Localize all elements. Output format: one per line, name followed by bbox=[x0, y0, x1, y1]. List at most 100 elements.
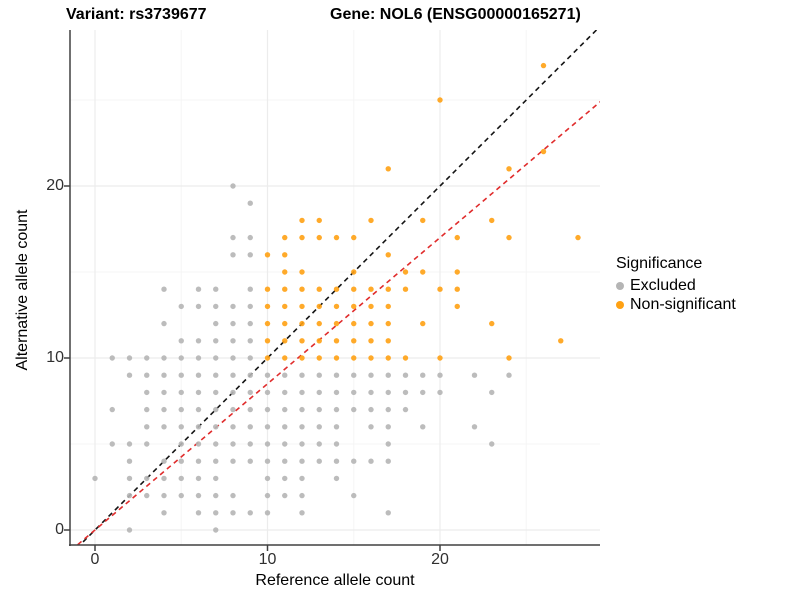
data-point-excluded bbox=[264, 492, 271, 499]
data-point-non-significant bbox=[540, 62, 547, 69]
data-point-excluded bbox=[230, 389, 236, 396]
data-point-excluded bbox=[126, 475, 133, 482]
data-point-excluded bbox=[144, 441, 150, 447]
data-point-non-significant bbox=[299, 269, 305, 275]
data-point-excluded bbox=[161, 286, 167, 292]
data-point-non-significant bbox=[264, 303, 271, 310]
data-point-non-significant bbox=[368, 338, 374, 344]
data-point-excluded bbox=[230, 372, 236, 378]
data-point-excluded bbox=[282, 458, 288, 464]
data-point-non-significant bbox=[454, 269, 460, 275]
data-point-excluded bbox=[247, 200, 253, 206]
data-point-excluded bbox=[333, 406, 340, 413]
x-tick-label: 10 bbox=[258, 551, 277, 568]
data-point-excluded bbox=[161, 389, 167, 396]
data-point-non-significant bbox=[333, 355, 340, 361]
data-point-excluded bbox=[109, 406, 115, 413]
data-point-non-significant bbox=[385, 166, 391, 172]
data-point-excluded bbox=[195, 424, 202, 430]
data-point-excluded bbox=[161, 372, 167, 378]
data-point-excluded bbox=[195, 458, 202, 464]
data-point-excluded bbox=[420, 372, 426, 378]
data-point-excluded bbox=[299, 475, 305, 482]
data-point-excluded bbox=[230, 183, 236, 189]
data-point-non-significant bbox=[351, 303, 357, 310]
data-point-excluded bbox=[195, 286, 202, 292]
data-point-excluded bbox=[178, 492, 184, 499]
data-point-excluded bbox=[385, 406, 391, 413]
data-point-non-significant bbox=[264, 338, 271, 344]
data-point-non-significant bbox=[264, 252, 271, 258]
data-point-non-significant bbox=[333, 338, 340, 344]
data-point-non-significant bbox=[385, 320, 391, 327]
plot-title-gene: Gene: NOL6 (ENSG00000165271) bbox=[330, 6, 581, 23]
data-point-non-significant bbox=[368, 320, 374, 327]
y-tick-label: 20 bbox=[46, 177, 64, 194]
data-point-excluded bbox=[299, 492, 305, 499]
data-point-excluded bbox=[230, 252, 236, 258]
data-point-excluded bbox=[316, 406, 322, 413]
data-point-excluded bbox=[247, 320, 253, 327]
data-point-excluded bbox=[264, 458, 271, 464]
data-point-excluded bbox=[351, 406, 357, 413]
data-point-excluded bbox=[195, 441, 202, 447]
data-point-excluded bbox=[230, 458, 236, 464]
data-point-excluded bbox=[247, 338, 253, 344]
data-point-excluded bbox=[247, 303, 253, 310]
data-point-excluded bbox=[178, 424, 184, 430]
legend-item-excluded: Excluded bbox=[616, 276, 736, 295]
data-point-excluded bbox=[264, 389, 271, 396]
data-point-non-significant bbox=[316, 217, 322, 224]
data-point-excluded bbox=[126, 355, 133, 361]
data-point-excluded bbox=[282, 475, 288, 482]
data-point-excluded bbox=[213, 492, 219, 499]
data-point-excluded bbox=[230, 355, 236, 361]
data-point-excluded bbox=[402, 406, 409, 413]
data-point-excluded bbox=[213, 303, 219, 310]
legend-title: Significance bbox=[616, 255, 703, 272]
data-point-excluded bbox=[213, 320, 219, 327]
data-point-non-significant bbox=[299, 320, 305, 327]
data-point-excluded bbox=[247, 372, 253, 378]
data-point-excluded bbox=[178, 355, 184, 361]
data-point-excluded bbox=[195, 355, 202, 361]
data-point-excluded bbox=[264, 475, 271, 482]
data-point-non-significant bbox=[316, 234, 322, 241]
data-point-excluded bbox=[161, 320, 167, 327]
data-point-non-significant bbox=[333, 303, 340, 310]
data-point-non-significant bbox=[299, 286, 305, 292]
data-point-non-significant bbox=[368, 355, 374, 361]
data-point-excluded bbox=[368, 458, 374, 464]
data-point-excluded bbox=[264, 441, 271, 447]
data-point-non-significant bbox=[351, 234, 357, 241]
plot-title-variant: Variant: rs3739677 bbox=[66, 6, 207, 23]
data-point-excluded bbox=[230, 510, 236, 516]
data-point-non-significant bbox=[351, 355, 357, 361]
data-point-excluded bbox=[247, 389, 253, 396]
data-point-excluded bbox=[213, 424, 219, 430]
data-point-non-significant bbox=[264, 286, 271, 292]
data-point-excluded bbox=[420, 389, 426, 396]
data-point-non-significant bbox=[264, 355, 271, 361]
data-point-non-significant bbox=[333, 320, 340, 327]
data-point-excluded bbox=[213, 355, 219, 361]
data-point-excluded bbox=[195, 475, 202, 482]
data-point-excluded bbox=[195, 372, 202, 378]
data-point-excluded bbox=[489, 389, 495, 396]
data-point-non-significant bbox=[489, 217, 495, 224]
data-point-non-significant bbox=[282, 338, 288, 344]
y-tick-label: 10 bbox=[46, 349, 64, 366]
data-point-non-significant bbox=[368, 217, 374, 224]
data-point-excluded bbox=[299, 441, 305, 447]
data-point-excluded bbox=[144, 406, 150, 413]
data-point-excluded bbox=[126, 492, 133, 499]
data-point-excluded bbox=[316, 424, 322, 430]
data-point-non-significant bbox=[333, 234, 340, 241]
data-point-excluded bbox=[161, 355, 167, 361]
data-point-non-significant bbox=[506, 166, 512, 172]
data-point-excluded bbox=[368, 424, 374, 430]
data-point-non-significant bbox=[299, 355, 305, 361]
data-point-non-significant bbox=[351, 286, 357, 292]
